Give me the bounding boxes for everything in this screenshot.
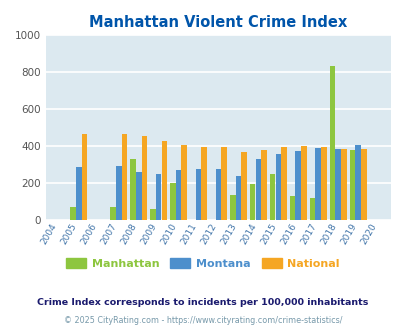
Bar <box>156 174 161 220</box>
Bar <box>289 196 295 220</box>
Text: Crime Index corresponds to incidents per 100,000 inhabitants: Crime Index corresponds to incidents per… <box>37 298 368 307</box>
Bar <box>175 170 181 220</box>
Bar <box>122 134 127 220</box>
Bar <box>329 66 335 220</box>
Bar <box>255 159 260 220</box>
Bar <box>309 198 315 220</box>
Bar <box>340 149 346 220</box>
Bar <box>195 169 201 220</box>
Bar <box>136 172 141 220</box>
Bar <box>269 174 275 220</box>
Bar <box>241 152 246 220</box>
Bar <box>161 141 167 220</box>
Bar <box>301 146 306 220</box>
Legend: Manhattan, Montana, National: Manhattan, Montana, National <box>62 254 343 273</box>
Bar <box>76 167 81 220</box>
Bar <box>215 169 221 220</box>
Bar <box>261 150 266 220</box>
Bar <box>201 147 207 220</box>
Bar <box>295 151 301 220</box>
Bar <box>70 207 76 220</box>
Bar <box>141 136 147 220</box>
Bar <box>130 159 136 220</box>
Bar <box>249 184 255 220</box>
Bar <box>181 145 187 220</box>
Text: © 2025 CityRating.com - https://www.cityrating.com/crime-statistics/: © 2025 CityRating.com - https://www.city… <box>64 316 341 325</box>
Bar <box>275 154 280 220</box>
Bar <box>349 150 354 220</box>
Bar <box>150 209 156 220</box>
Bar <box>116 166 121 220</box>
Bar <box>81 134 87 220</box>
Bar <box>110 208 115 220</box>
Bar <box>335 149 340 220</box>
Bar <box>229 195 235 220</box>
Bar <box>221 147 226 220</box>
Bar <box>360 149 366 220</box>
Bar <box>281 147 286 220</box>
Title: Manhattan Violent Crime Index: Manhattan Violent Crime Index <box>89 15 347 30</box>
Bar <box>320 147 326 220</box>
Bar <box>235 176 241 220</box>
Bar <box>354 145 360 220</box>
Bar <box>315 148 320 220</box>
Bar <box>170 183 175 220</box>
